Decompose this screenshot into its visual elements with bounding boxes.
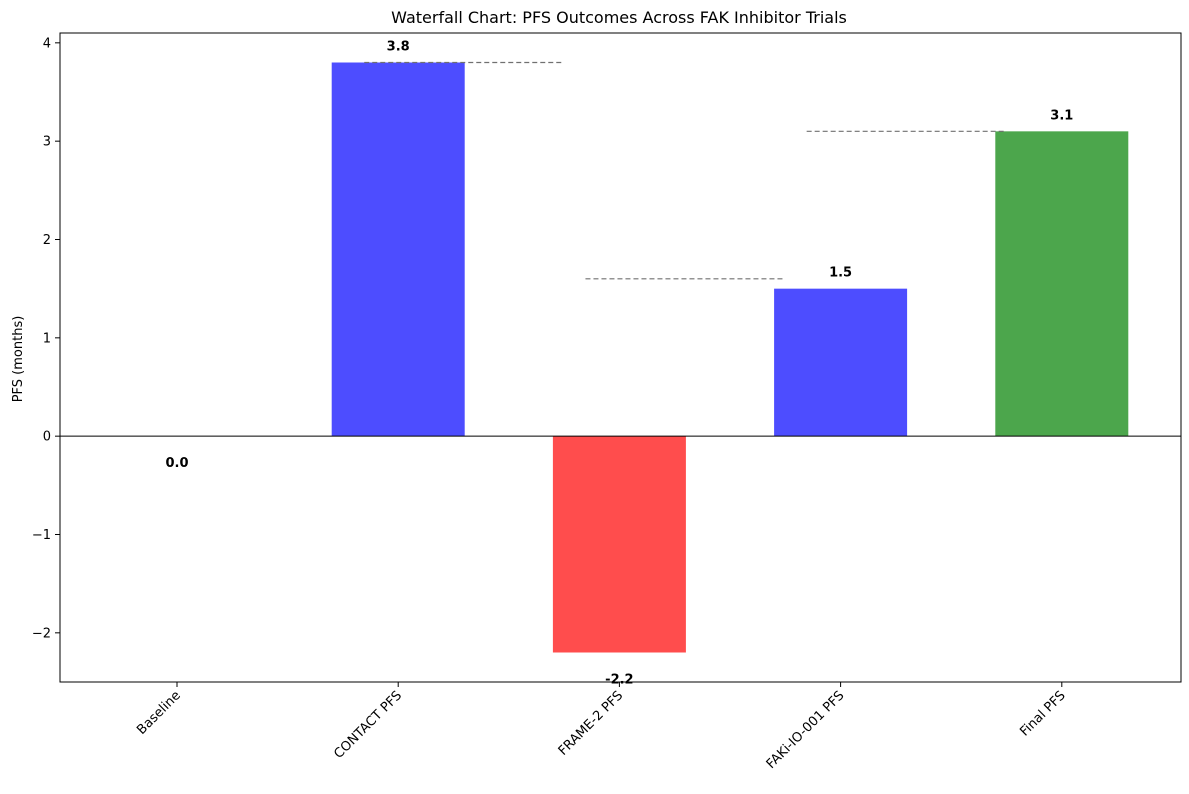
x-tick-label: FAKi-IO-001 PFS	[764, 688, 848, 772]
x-tick-label: Baseline	[134, 688, 184, 738]
x-tick-label: CONTACT PFS	[331, 688, 405, 762]
data-label: 1.5	[829, 266, 852, 281]
y-tick-label: 3	[43, 135, 51, 150]
bar-contact-pfs	[331, 62, 465, 437]
x-tick-label: FRAME-2 PFS	[556, 688, 627, 759]
data-label: 3.8	[387, 40, 410, 55]
y-tick-label: 4	[43, 36, 51, 51]
plot-area: 0.0 3.8 -2.2 1.5 3.1 −2 −1 0 1 2 3 4 Baseline CONTACT…	[32, 32, 1182, 772]
plot-frame	[59, 32, 1182, 683]
x-tick-label: Final PFS	[1017, 688, 1068, 739]
y-axis-label: PFS (months)	[11, 316, 26, 403]
y-tick-label: 1	[43, 331, 51, 346]
y-tick-label: −1	[32, 528, 51, 543]
chart-title: Waterfall Chart: PFS Outcomes Across FAK…	[391, 8, 847, 27]
bar-final-pfs	[995, 131, 1129, 437]
data-label: 0.0	[165, 456, 188, 471]
data-label: 3.1	[1050, 108, 1073, 123]
bar-frame-2-pfs	[552, 436, 686, 653]
data-label: -2.2	[605, 673, 633, 688]
bar-faki-io-001-pfs	[774, 288, 908, 437]
y-tick-label: 0	[43, 430, 51, 445]
y-tick-label: −2	[32, 626, 51, 641]
y-tick-label: 2	[43, 233, 51, 248]
